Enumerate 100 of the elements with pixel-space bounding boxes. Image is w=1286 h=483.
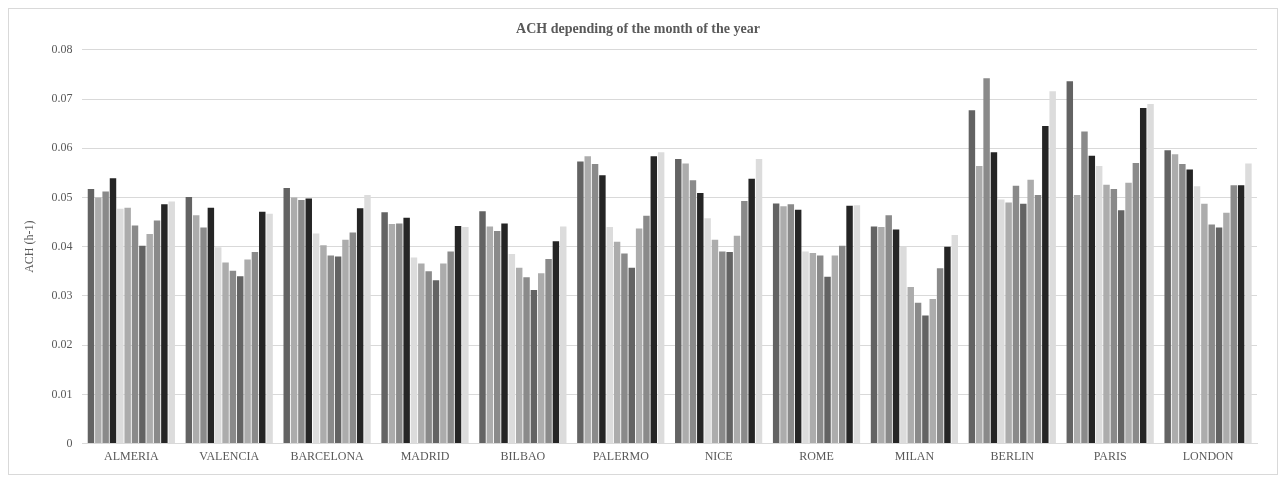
bar bbox=[1215, 227, 1223, 444]
bar bbox=[515, 267, 523, 444]
bar bbox=[780, 206, 787, 444]
bar bbox=[283, 188, 290, 444]
bar bbox=[418, 263, 425, 444]
bar bbox=[885, 215, 892, 444]
bar bbox=[305, 198, 312, 444]
bar bbox=[1139, 107, 1147, 444]
bar bbox=[711, 239, 719, 444]
y-tick-label: 0.07 bbox=[51, 91, 73, 106]
bar bbox=[643, 215, 650, 444]
x-tick-label: BERLIN bbox=[990, 448, 1035, 463]
x-tick-label: NICE bbox=[704, 448, 733, 463]
x-tick-label: ROME bbox=[799, 448, 834, 463]
bar bbox=[772, 203, 780, 444]
bar bbox=[207, 207, 215, 444]
bar bbox=[1012, 185, 1020, 444]
bar bbox=[1208, 224, 1215, 444]
bar bbox=[726, 252, 733, 444]
bar bbox=[501, 223, 508, 444]
bar bbox=[131, 225, 139, 444]
bar bbox=[922, 315, 929, 444]
bar bbox=[192, 215, 200, 444]
bar bbox=[124, 207, 131, 444]
bar bbox=[222, 262, 229, 444]
bar bbox=[479, 211, 486, 444]
bar bbox=[530, 290, 538, 444]
bar bbox=[968, 110, 976, 444]
bar bbox=[320, 245, 327, 444]
bar bbox=[342, 239, 349, 444]
bar bbox=[697, 193, 704, 444]
bar bbox=[1073, 195, 1081, 444]
bar bbox=[613, 241, 621, 444]
bar bbox=[787, 204, 795, 444]
bar bbox=[552, 241, 560, 444]
bar bbox=[1237, 185, 1245, 444]
bar bbox=[1186, 169, 1193, 444]
bar bbox=[493, 230, 501, 444]
bar bbox=[591, 164, 599, 444]
bar bbox=[1164, 150, 1171, 444]
bar bbox=[809, 253, 817, 444]
bar bbox=[976, 165, 983, 444]
bar bbox=[1110, 189, 1118, 444]
x-tick-label: PARIS bbox=[1093, 448, 1127, 463]
bar bbox=[1179, 164, 1186, 444]
bar bbox=[95, 197, 102, 444]
bar bbox=[425, 271, 432, 444]
y-tick-label: 0.05 bbox=[51, 189, 73, 204]
bar bbox=[161, 204, 168, 444]
bar bbox=[200, 227, 207, 444]
bar bbox=[153, 220, 161, 444]
x-tick-label: MILAN bbox=[894, 448, 935, 463]
bar bbox=[237, 276, 244, 444]
bar bbox=[733, 235, 741, 444]
bar bbox=[936, 268, 944, 444]
bar bbox=[229, 270, 237, 444]
bar bbox=[577, 161, 584, 444]
bar bbox=[545, 259, 552, 444]
x-tick-label: LONDON bbox=[1182, 448, 1234, 463]
bar bbox=[381, 212, 388, 444]
bar bbox=[102, 191, 109, 444]
bar bbox=[741, 200, 748, 444]
bar bbox=[838, 245, 846, 444]
y-tick-label: 0 bbox=[66, 435, 73, 450]
bar bbox=[290, 197, 298, 444]
x-tick-label: BILBAO bbox=[500, 448, 546, 463]
bar bbox=[146, 233, 153, 444]
bar bbox=[447, 251, 454, 444]
bar bbox=[109, 178, 117, 444]
y-tick-label: 0.01 bbox=[51, 386, 73, 401]
bar bbox=[1230, 185, 1237, 444]
bar bbox=[635, 228, 643, 444]
y-tick-label: 0.02 bbox=[51, 337, 73, 352]
bar bbox=[1223, 212, 1230, 444]
bar bbox=[816, 255, 824, 444]
bar bbox=[388, 224, 396, 444]
chart-title: ACH depending of the month of the year bbox=[516, 21, 760, 37]
bar bbox=[1066, 81, 1074, 444]
bar bbox=[983, 78, 990, 444]
bar bbox=[824, 276, 831, 444]
bar bbox=[846, 205, 853, 444]
bar bbox=[1171, 154, 1179, 444]
bar bbox=[914, 302, 922, 444]
bar bbox=[185, 196, 193, 444]
bar bbox=[1201, 203, 1208, 444]
bar bbox=[719, 251, 726, 444]
bar bbox=[944, 246, 951, 444]
y-tick-label: 0.03 bbox=[51, 288, 73, 303]
bar bbox=[1027, 179, 1034, 444]
bar bbox=[878, 227, 885, 444]
bar bbox=[748, 178, 755, 444]
bar bbox=[907, 287, 914, 444]
bar bbox=[892, 229, 900, 444]
bar bbox=[251, 252, 259, 444]
y-tick-label: 0.08 bbox=[51, 41, 73, 56]
bar bbox=[1020, 203, 1027, 444]
bar bbox=[929, 298, 936, 444]
bar bbox=[334, 256, 342, 444]
bar bbox=[349, 232, 357, 444]
bar bbox=[327, 255, 335, 444]
